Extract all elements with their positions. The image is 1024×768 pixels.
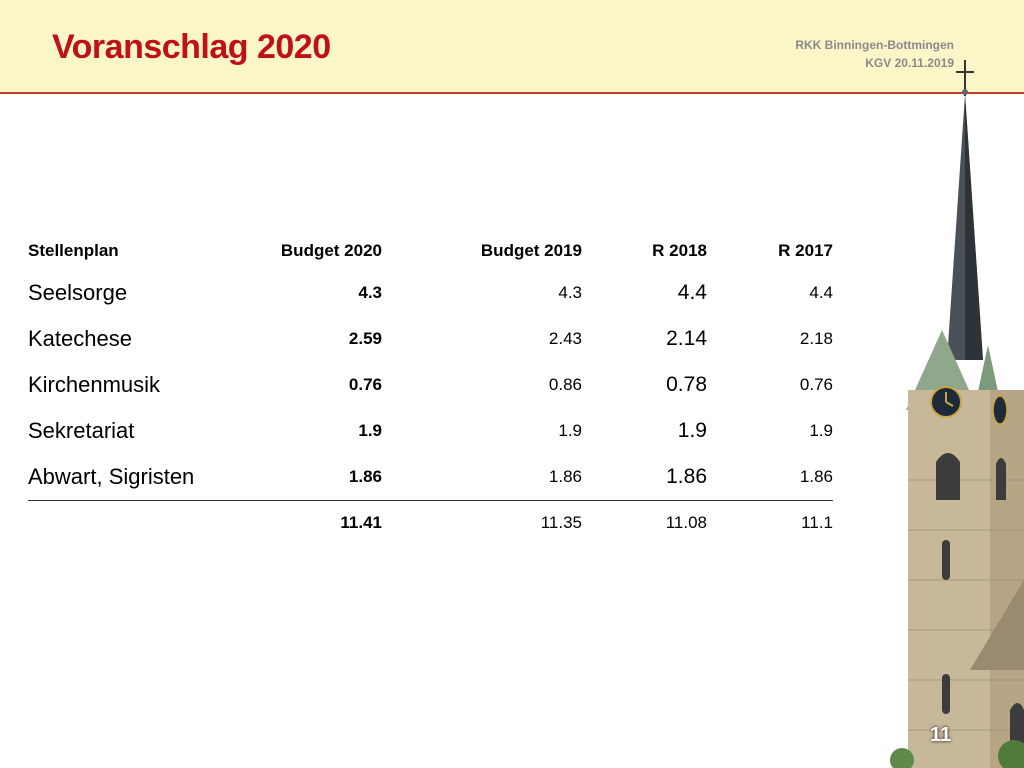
column-header: Stellenplan	[28, 241, 119, 260]
table-cell: 4.4	[677, 281, 707, 304]
row-label: Kirchenmusik	[28, 372, 161, 397]
meeting-date: KGV 20.11.2019	[865, 56, 954, 70]
church-tower-image	[890, 60, 1024, 768]
table-header-row: Stellenplan Budget 2020 Budget 2019 R 20…	[28, 232, 833, 270]
org-info: RKK Binningen-Bottmingen KGV 20.11.2019	[795, 36, 954, 72]
table-cell: 1.86	[707, 454, 833, 501]
row-label: Sekretariat	[28, 418, 135, 443]
column-header: Budget 2019	[480, 241, 582, 260]
table-cell: 0.76	[799, 375, 833, 394]
total-label	[28, 501, 250, 546]
page-number: 11	[930, 724, 952, 746]
row-label: Seelsorge	[28, 280, 128, 305]
table-row: Katechese 2.59 2.43 2.14 2.18	[28, 316, 833, 362]
column-header: Budget 2020	[280, 241, 382, 260]
table-cell: 2.18	[799, 329, 833, 348]
total-row: 11.41 11.35 11.08 11.1	[28, 501, 833, 546]
table-row: Kirchenmusik 0.76 0.86 0.78 0.76	[28, 362, 833, 408]
table-cell: 1.86	[382, 454, 582, 501]
table-cell: 0.76	[348, 375, 382, 394]
staffing-table: Stellenplan Budget 2020 Budget 2019 R 20…	[28, 232, 833, 545]
table-cell: 2.43	[548, 329, 582, 348]
table-cell: 1.9	[558, 421, 582, 440]
table-row: Abwart, Sigristen 1.86 1.86 1.86 1.86	[28, 454, 833, 501]
table-cell: 0.86	[548, 375, 582, 394]
slide-title: Voranschlag 2020	[52, 28, 331, 66]
total-cell: 11.35	[540, 513, 582, 532]
table-cell: 4.3	[358, 283, 382, 302]
table-cell: 4.3	[558, 283, 582, 302]
row-label: Katechese	[28, 326, 132, 351]
table-row: Seelsorge 4.3 4.3 4.4 4.4	[28, 270, 833, 316]
header-band	[0, 0, 1024, 94]
total-cell: 11.08	[665, 513, 707, 532]
total-cell: 11.1	[801, 513, 833, 532]
table-cell: 2.59	[348, 329, 382, 348]
total-cell: 11.41	[340, 513, 382, 532]
row-label: Abwart, Sigristen	[28, 454, 250, 501]
org-name: RKK Binningen-Bottmingen	[795, 38, 954, 52]
table-row: Sekretariat 1.9 1.9 1.9 1.9	[28, 408, 833, 454]
table-cell: 1.86	[582, 454, 707, 501]
table-cell: 2.14	[666, 327, 707, 350]
table-cell: 1.9	[677, 419, 707, 442]
table-cell: 1.86	[250, 454, 382, 501]
column-header: R 2017	[778, 241, 833, 260]
column-header: R 2018	[652, 241, 707, 260]
table-cell: 1.9	[358, 421, 382, 440]
table-cell: 1.9	[809, 421, 833, 440]
table-cell: 0.78	[666, 373, 707, 396]
table-cell: 4.4	[809, 283, 833, 302]
